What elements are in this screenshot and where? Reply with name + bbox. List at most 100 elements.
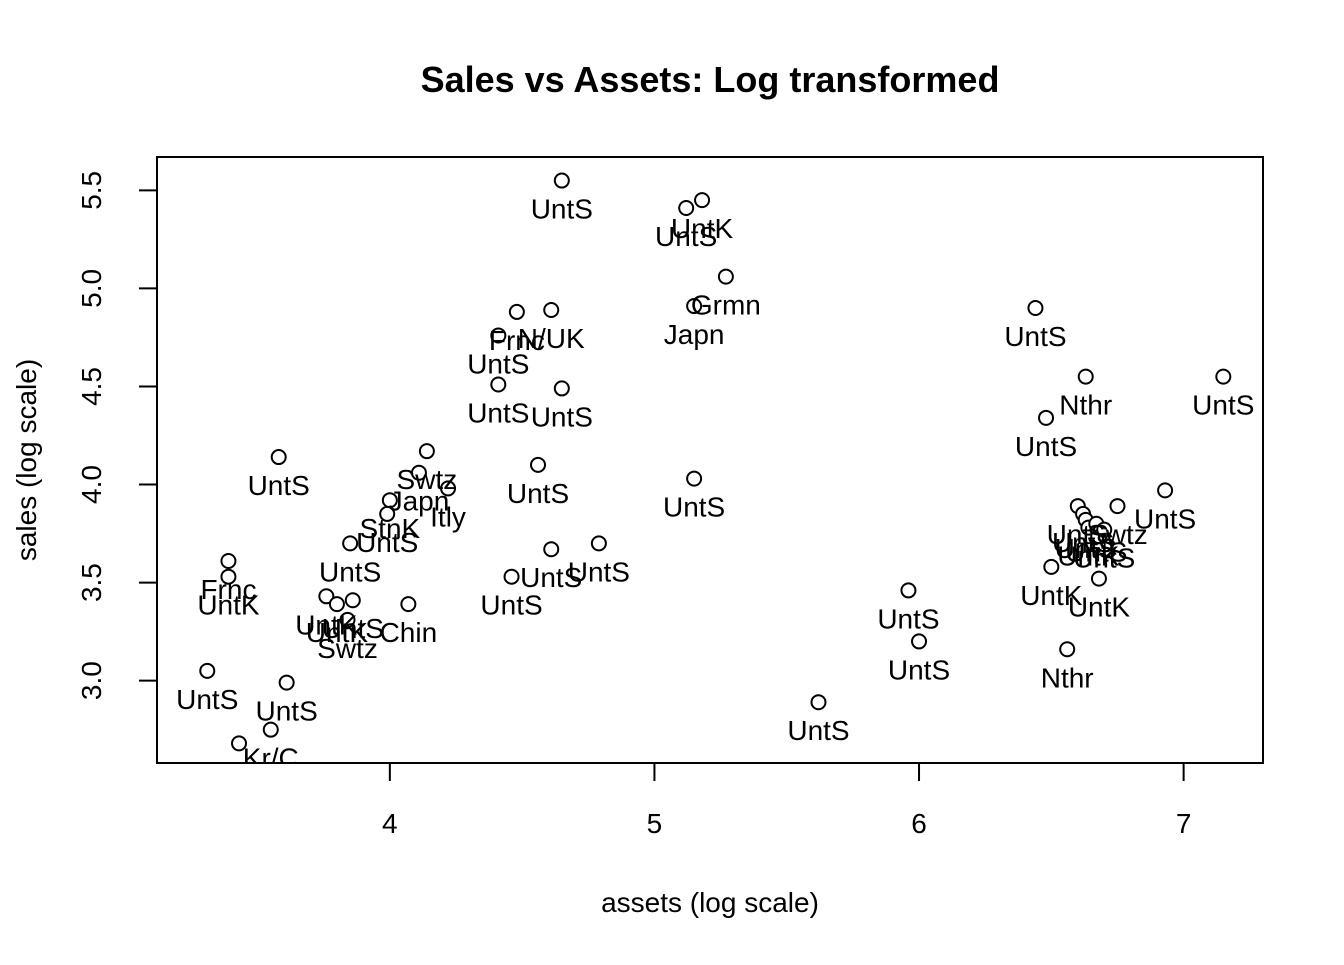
data-point-label: UntS [1073,543,1135,574]
data-point-label: UntS [467,348,529,379]
data-point [1096,521,1113,538]
point-labels-layer: UntSUntKUntSGrmnJapnN/UKFrncUntSUntSUntS… [176,194,1254,787]
x-axis-title: assets (log scale) [601,887,819,918]
data-point [553,172,570,189]
data-point-label: Swtz [397,464,458,495]
x-axis: 4 5 6 7 [382,762,1192,839]
data-point [400,596,417,613]
y-tick-label: 3.0 [76,661,107,700]
data-point-label: UntS [877,603,939,634]
y-tick-label: 4.0 [76,465,107,504]
data-point-label: UntS [1047,519,1109,550]
data-point [590,535,607,552]
data-point [1157,482,1174,499]
data-point-label: UntK [1057,541,1120,572]
y-tick-label: 5.0 [76,269,107,308]
data-point [318,588,335,605]
data-point [231,735,248,752]
data-point [1027,300,1044,317]
data-point-label: Swtz [1087,519,1148,550]
data-point [1090,570,1107,587]
data-point-label: UntS [1055,533,1117,564]
data-point-label: Frnc [489,325,545,356]
data-point-label: Itly [430,501,466,532]
y-axis: 3.0 3.5 4.0 4.5 5.0 5.5 [76,171,158,700]
data-point [270,449,287,466]
data-point [1215,368,1232,385]
data-point-label: UntS [356,527,418,558]
data-point [694,192,711,209]
data-point-label: StnK [359,513,420,544]
data-point [342,535,359,552]
data-point-label: UntS [1065,537,1127,568]
data-point-label: UntS [888,654,950,685]
data-point-label: Japn [389,486,450,517]
data-point-label: Nthr [1059,390,1112,421]
data-point-label: Grmn [691,290,761,321]
data-point [503,568,520,585]
data-point [530,456,547,473]
data-point [1109,498,1126,515]
data-point-label: Swtz [317,633,378,664]
data-point [553,380,570,397]
y-tick-label: 5.5 [76,171,107,210]
data-point-label: UntK [671,213,734,244]
data-point-label: UntS [176,684,238,715]
data-point [810,694,827,711]
data-point [678,199,695,216]
data-point-label: Japn [664,319,725,350]
data-point-label: UntS [467,397,529,428]
data-point-label: Chin [380,617,438,648]
data-point-label: UntK [306,617,369,648]
x-tick-label: 6 [911,808,927,839]
data-point [490,327,507,344]
data-point-label: Frnc [200,574,256,605]
data-point [543,301,560,318]
data-point [900,582,917,599]
data-point-label: Nthr [1041,662,1094,693]
data-point-label: UntS [655,221,717,252]
data-point-label: UntS [663,492,725,523]
data-point-label: UntS [248,470,310,501]
data-point-label: UntS [208,756,270,787]
data-point-label: Kr/C [243,743,299,774]
data-point [686,298,703,315]
data-point [490,376,507,393]
data-point [344,592,361,609]
data-point-label: UntK [1020,580,1083,611]
x-tick-label: 5 [647,808,663,839]
data-point [440,480,457,497]
data-point [1038,409,1055,426]
data-point-label: UntS [531,401,593,432]
data-point-label: N/UK [518,323,585,354]
data-point-label: UntS [787,715,849,746]
data-point-label: UntS [1015,431,1077,462]
data-point [686,470,703,487]
data-point [1043,558,1060,575]
data-point-label: UntS [1004,321,1066,352]
data-point-label: UntK [197,590,260,621]
data-point-label: UntS [1192,390,1254,421]
data-point-label: UntS [322,613,384,644]
data-point-label: UntS [1134,503,1196,534]
data-point [911,633,928,650]
data-point-label: UntS [319,556,381,587]
data-point [1059,641,1076,658]
data-point [717,268,734,285]
data-point-label: UntS [531,194,593,225]
data-point-label: UntK [1068,592,1131,623]
data-point [278,674,295,691]
data-point-label: UntS [1052,527,1114,558]
data-point [410,464,427,481]
data-point [220,568,237,585]
points-layer [199,172,1232,752]
data-point-label: UntS [507,478,569,509]
data-point [379,505,396,522]
data-point [328,596,345,613]
data-point [1077,368,1094,385]
y-axis-title: sales (log scale) [11,359,42,561]
data-point-label: UntS [568,556,630,587]
x-tick-label: 7 [1176,808,1192,839]
